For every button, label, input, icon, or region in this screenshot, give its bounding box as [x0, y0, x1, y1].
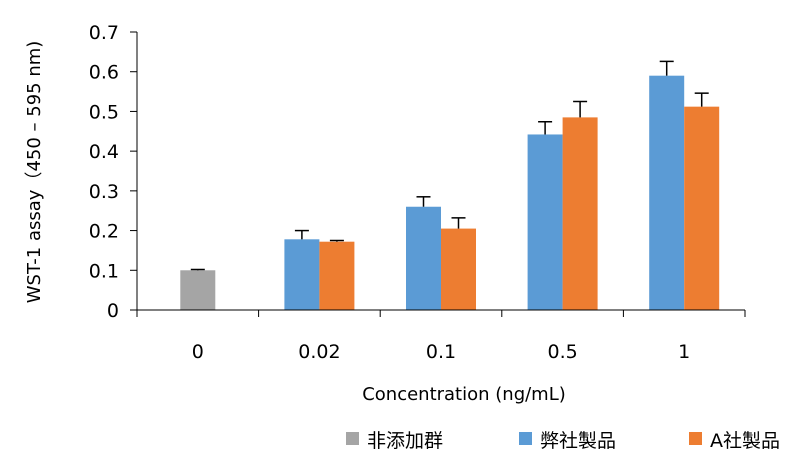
y-axis-title: WST-1 assay（450 – 595 nm)	[24, 41, 45, 304]
x-tick-label: 1	[678, 341, 690, 363]
bar-1-3	[527, 134, 563, 310]
bar-2-4	[684, 106, 720, 310]
y-tick-label: 0.1	[89, 260, 119, 282]
bar-2-2	[441, 228, 476, 310]
bars	[180, 60, 720, 310]
y-tick-label: 0.3	[89, 181, 119, 203]
y-tick-label: 0.4	[89, 141, 119, 163]
legend-label: A社製品	[710, 430, 780, 452]
legend-label: 弊社製品	[540, 430, 616, 452]
y-tick-label: 0.6	[89, 62, 119, 84]
bar-1-1	[284, 239, 320, 310]
bar-1-2	[406, 206, 441, 310]
bar-1-4	[649, 75, 685, 310]
x-tick-label: 0	[192, 341, 204, 363]
y-tick-label: 0.7	[89, 22, 119, 44]
legend-label: 非添加群	[367, 430, 443, 452]
y-axis-ticks: 0 0.1 0.2 0.3 0.4 0.5 0.6 0.7	[89, 22, 137, 322]
legend-swatch	[346, 432, 359, 445]
bar-2-1	[319, 241, 355, 310]
bar-2-3	[562, 117, 598, 310]
y-tick-label: 0.5	[89, 101, 119, 123]
legend-swatch	[519, 432, 532, 445]
y-tick-label: 0.2	[89, 221, 119, 243]
y-tick-label: 0	[107, 300, 119, 322]
axes	[136, 32, 745, 311]
x-axis-title: Concentration (ng/mL)	[362, 384, 566, 405]
legend: 非添加群 弊社製品 A社製品	[346, 430, 780, 452]
x-tick-label: 0.5	[547, 341, 577, 363]
bar-0-0	[180, 270, 216, 310]
x-tick-label: 0.02	[298, 341, 340, 363]
x-tick-label: 0.1	[426, 341, 456, 363]
x-axis-ticks: 0 0.02 0.1 0.5 1	[136, 310, 746, 363]
legend-swatch	[689, 432, 702, 445]
